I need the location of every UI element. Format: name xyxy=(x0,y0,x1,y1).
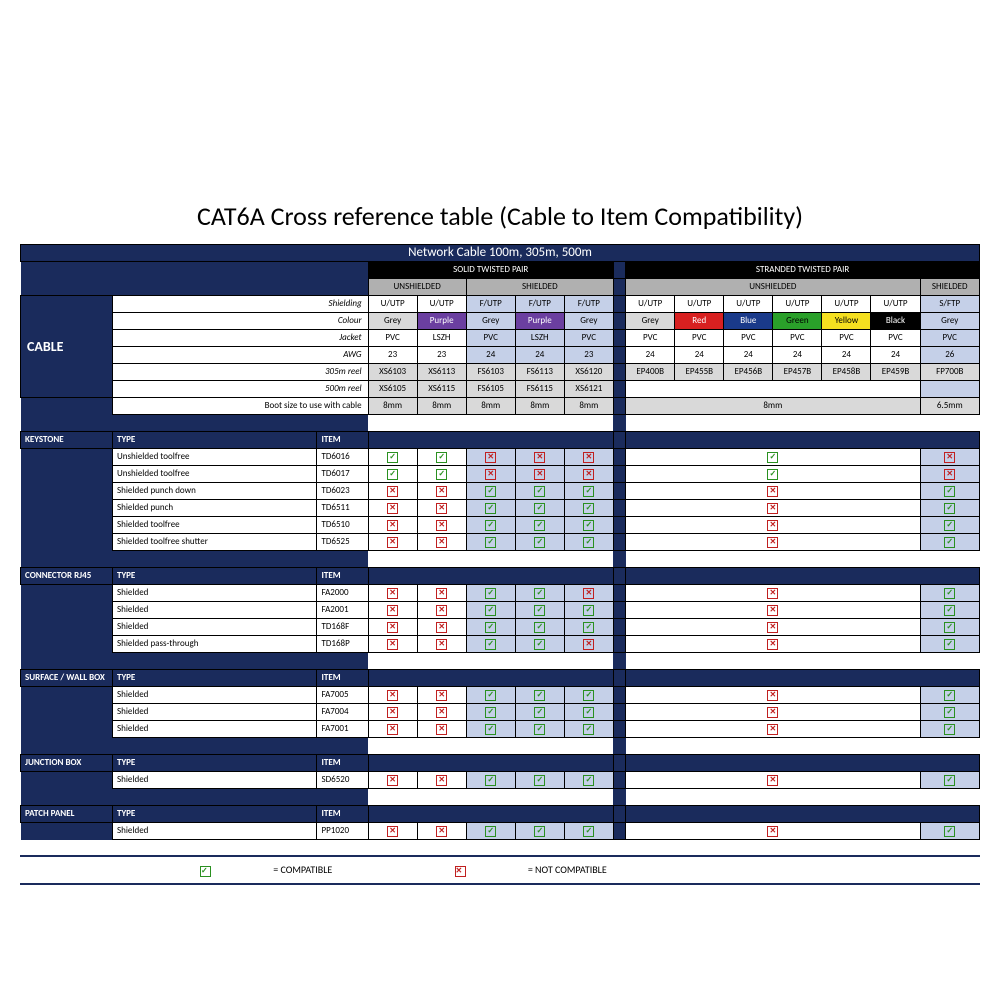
section-header: JUNCTION BOX xyxy=(21,755,113,772)
row-305m: 305m reel XS6103XS6113FS6103FS6113XS6120… xyxy=(21,364,980,381)
section-header: SURFACE / WALL BOX xyxy=(21,670,113,687)
row-500m: 500m reel XS6105XS6115FS6105FS6115XS6121 xyxy=(21,381,980,398)
row-colour: Colour GreyPurpleGreyPurpleGreyGreyRedBl… xyxy=(21,313,980,330)
cross-icon: ✕ xyxy=(455,866,466,877)
section-header: PATCH PANEL xyxy=(21,806,113,823)
table-row: ShieldedFA7004✕✕✓✓✓✕✓ xyxy=(21,704,980,721)
table-row: Unshielded toolfreeTD6017✓✓✕✕✕✓✕ xyxy=(21,466,980,483)
table-row: Shielded toolfreeTD6510✕✕✓✓✓✕✓ xyxy=(21,517,980,534)
group-stranded: STRANDED TWISTED PAIR xyxy=(626,262,980,279)
section-header: KEYSTONE xyxy=(21,432,113,449)
table-row: Unshielded toolfreeTD6016✓✓✕✕✕✓✕ xyxy=(21,449,980,466)
subtitle: Network Cable 100m, 305m, 500m xyxy=(21,245,980,262)
table-row: ShieldedPP1020✕✕✓✓✓✕✓ xyxy=(21,823,980,840)
table-row: ShieldedFA7005✕✕✓✓✓✕✓ xyxy=(21,687,980,704)
table-row: Shielded punchTD6511✕✕✓✓✓✕✓ xyxy=(21,500,980,517)
table-row: Shielded toolfree shutterTD6525✕✕✓✓✓✕✓ xyxy=(21,534,980,551)
table-row: ShieldedFA2000✕✕✓✓✕✕✓ xyxy=(21,585,980,602)
legend: ✓ = COMPATIBLE ✕ = NOT COMPATIBLE xyxy=(20,855,980,885)
section-header: CONNECTOR RJ45 xyxy=(21,568,113,585)
row-shielding: CABLE Shielding U/UTPU/UTPF/UTPF/UTPF/UT… xyxy=(21,296,980,313)
row-awg: AWG 2323242423 24242424242426 xyxy=(21,347,980,364)
table-row: Shielded pass-throughTD168P✕✕✓✓✕✕✓ xyxy=(21,636,980,653)
table-row: ShieldedSD6520✕✕✓✓✓✕✓ xyxy=(21,772,980,789)
row-boot: Boot size to use with cable 8mm8mm8mm8mm… xyxy=(21,398,980,415)
row-jacket: Jacket PVCLSZHPVCLSZHPVC PVCPVCPVCPVCPVC… xyxy=(21,330,980,347)
table-row: ShieldedFA2001✕✕✓✓✓✕✓ xyxy=(21,602,980,619)
table-row: ShieldedTD168F✕✕✓✓✓✕✓ xyxy=(21,619,980,636)
table-row: ShieldedFA7001✕✕✓✓✓✕✓ xyxy=(21,721,980,738)
check-icon: ✓ xyxy=(200,866,211,877)
group-solid: SOLID TWISTED PAIR xyxy=(368,262,613,279)
page-title: CAT6A Cross reference table (Cable to It… xyxy=(20,200,980,232)
compat-table: Network Cable 100m, 305m, 500m SOLID TWI… xyxy=(20,244,980,840)
table-row: Shielded punch downTD6023✕✕✓✓✓✕✓ xyxy=(21,483,980,500)
